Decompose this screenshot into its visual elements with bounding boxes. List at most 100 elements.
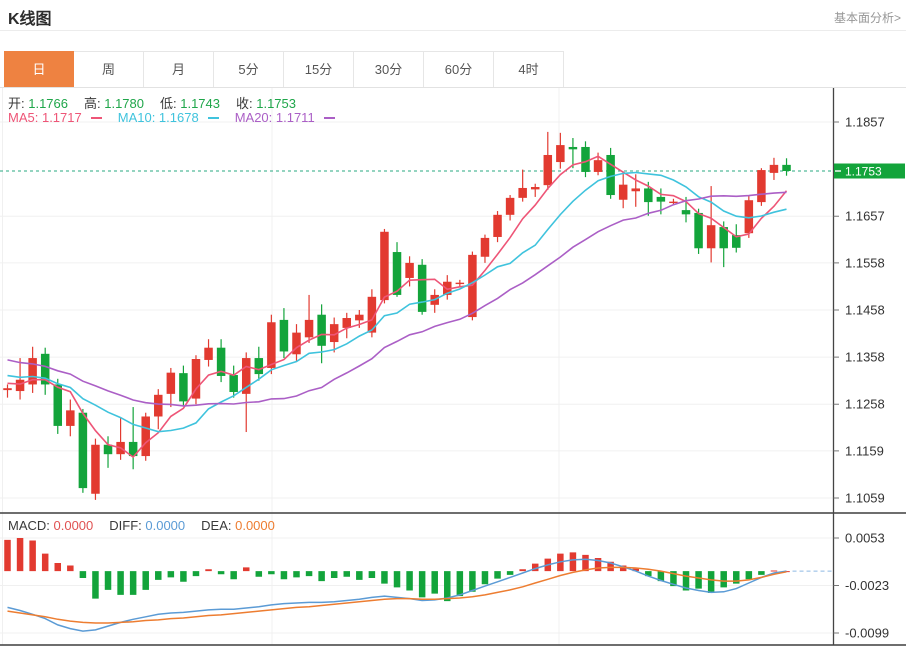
interval-tabs: 日周月 5分 15分 30分 60分 4时 [4,51,906,87]
macd-hist-bar [217,571,225,575]
macd-hist-bar [682,571,690,591]
current-price-label: 1.1753 [845,165,882,179]
candle-body [329,324,339,343]
tab-4hour[interactable]: 4时 [494,51,564,87]
candle-body [568,146,578,150]
candle-body [279,319,289,352]
macd-hist-bar [67,565,74,572]
ma5-line [7,155,788,459]
candle-body [179,373,188,402]
candle-body [166,372,176,394]
diff-line [7,558,787,632]
price-axis-label: 1.1059 [845,491,885,506]
candle-body [530,187,540,190]
macd-hist-bar [16,538,24,572]
macd-hist-bar [456,571,464,597]
macd-hist-bar [54,563,62,572]
candle-body [128,441,138,457]
macd-hist-bar [41,553,49,572]
candle-body [618,184,628,200]
ma10-line [7,171,787,433]
tab-day[interactable]: 日 [4,51,74,87]
candle-body [493,214,502,237]
candle-body [141,416,150,457]
macd-hist-bar [569,552,577,572]
macd-hist-bar [330,571,338,578]
price-axis-label: 1.1458 [845,303,885,318]
kline-chart[interactable]: 1.1857 1.1753 1.1657 1.1558 1.1458 1.1358 1.12… [0,88,906,648]
macd-hist-bar [619,565,627,572]
macd-hist-bar [356,571,363,580]
macd-hist-bar [531,563,539,572]
candle-body [103,444,113,455]
candle-body [719,227,728,249]
price-axis-label: 1.1258 [845,397,885,412]
macd-hist-bar [381,571,388,584]
candle-body [757,170,766,203]
candle-body [769,164,779,173]
macd-hist-bar [582,554,589,572]
macd-hist-bar [733,571,740,584]
candle-body [204,347,213,360]
macd-hist-bar [255,571,263,577]
macd-hist-bar [645,571,652,577]
macd-hist-bar [393,571,401,588]
macd-hist-bar [406,571,413,591]
candle-body [78,412,88,489]
ma20-line [7,191,787,407]
candle-body [593,160,603,172]
macd-hist-bar [79,571,87,578]
candle-body [706,225,716,249]
macd-hist-bar [469,571,476,592]
candle-body [380,231,389,301]
interval-tabbar: 日周月 5分 15分 30分 60分 4时 [0,51,906,88]
tab-30min[interactable]: 30分 [354,51,424,87]
macd-axis-label: -0.0023 [845,578,889,593]
candle-body [355,314,364,321]
fundamental-analysis-link[interactable]: 基本面分析> [833,11,901,25]
candle-body [455,282,465,285]
price-axis-label: 1.1159 [845,443,884,458]
tab-week[interactable]: 周 [74,51,144,87]
candle-body [417,264,427,312]
page-title: K线图 [8,11,52,28]
macd-hist-bar [155,571,162,580]
macd-hist-bar [594,558,602,572]
macd-hist-bar [280,571,288,580]
macd-hist-bar [129,571,137,595]
candle-body [191,359,201,399]
macd-hist-bar [268,571,275,575]
current-price-badge [834,163,905,179]
macd-hist-bar [418,571,426,598]
candle-body [254,358,264,375]
candle-body [694,212,703,249]
candle-body [505,197,515,215]
tab-60min[interactable]: 60分 [424,51,494,87]
macd-hist-bar [104,571,112,590]
macd-hist-bar [695,571,702,589]
price-axis-label: 1.1558 [845,255,885,270]
tab-15min[interactable]: 15分 [284,51,354,87]
tab-5min[interactable]: 5分 [214,51,284,87]
candle-body [241,358,251,394]
tab-month[interactable]: 月 [144,51,214,87]
macd-hist-bar [242,567,250,572]
candle-body [644,188,653,203]
chart-area[interactable]: 开: 1.1766 高: 1.1780 低: 1.1743 收: 1.1753 MA5… [0,88,906,648]
macd-hist-bar [506,571,514,575]
macd-hist-bar [670,571,677,587]
macd-hist-bar [142,571,149,590]
candle-body [292,332,301,355]
macd-hist-bar [758,571,765,575]
candle-body [53,384,63,426]
candle-body [15,379,25,392]
candle-body [66,410,75,426]
candle-body [3,388,12,391]
candle-body [782,164,791,172]
macd-hist-bar [192,571,200,577]
macd-hist-bar [607,561,614,572]
candle-body [317,314,326,346]
macd-hist-bar [293,571,300,578]
candle-body [91,444,100,494]
